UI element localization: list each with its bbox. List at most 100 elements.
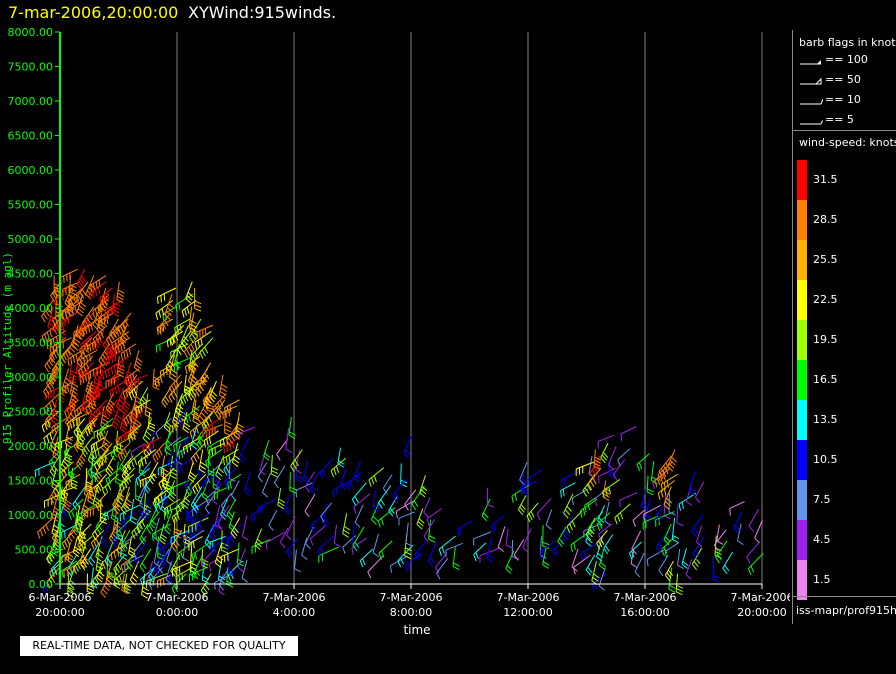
wind-barb	[231, 480, 240, 501]
wind-barb	[133, 349, 143, 373]
wind-barb	[109, 318, 120, 340]
wind-barb	[377, 507, 396, 528]
wind-barb	[259, 451, 266, 476]
wind-barb	[614, 503, 631, 525]
wind-barb	[77, 355, 94, 378]
wind-barb	[168, 417, 187, 435]
wind-barb	[117, 312, 132, 336]
wind-barb	[268, 509, 278, 531]
wind-barb	[668, 492, 676, 516]
wind-barb	[241, 515, 249, 541]
wind-barb	[423, 519, 435, 543]
wind-barb	[279, 527, 289, 548]
y-tick-label: 6000.00	[8, 164, 54, 177]
wind-barb	[220, 548, 240, 564]
colorbar-label: 19.5	[813, 333, 838, 346]
wind-barb	[715, 540, 728, 564]
wind-barb	[127, 374, 148, 390]
wind-barb	[196, 511, 211, 533]
x-tick-label: 12:00:00	[503, 606, 552, 619]
wind-barb	[748, 508, 760, 532]
wind-barb	[156, 337, 176, 353]
wind-barb	[388, 496, 398, 517]
wind-barb	[139, 473, 156, 488]
wind-barb	[642, 515, 659, 530]
wind-barb	[175, 567, 193, 584]
wind-barb	[155, 492, 173, 513]
wind-barb	[643, 504, 662, 522]
wind-barb	[542, 547, 550, 569]
wind-barb	[120, 343, 137, 361]
barb-flag-label: == 100	[825, 53, 868, 66]
wind-barb	[283, 494, 292, 515]
barb-flag-label: == 5	[825, 113, 854, 126]
wind-barb	[43, 393, 60, 415]
wind-barb	[105, 393, 116, 414]
y-axis-label: 915 Profiler Altitude (m agl)	[1, 252, 14, 444]
wind-barb	[302, 460, 311, 484]
wind-barb	[607, 446, 617, 471]
wind-barb	[72, 411, 91, 428]
wind-barb	[309, 469, 321, 495]
wind-barb	[473, 542, 487, 562]
wind-barb	[604, 501, 611, 526]
wind-barb	[81, 393, 90, 414]
wind-barb	[575, 461, 595, 476]
wind-barb	[667, 449, 677, 472]
wind-barb	[157, 287, 177, 304]
wind-barb	[76, 294, 86, 317]
wind-barb	[65, 542, 74, 564]
wind-barb	[322, 503, 330, 528]
wind-barb	[250, 506, 266, 523]
wind-barb	[587, 467, 602, 490]
wind-barb	[603, 534, 614, 555]
wind-barb	[397, 544, 414, 568]
wind-barb	[175, 293, 194, 312]
wind-barb	[571, 548, 579, 572]
wind-barb	[597, 434, 615, 449]
wind-barb	[148, 461, 159, 485]
wind-barb	[142, 418, 153, 444]
wind-barb	[228, 461, 236, 482]
wind-barb	[436, 557, 449, 580]
wind-barb	[617, 448, 631, 467]
wind-barb	[95, 548, 104, 574]
wind-barb	[109, 380, 126, 398]
wind-barb	[128, 536, 136, 558]
wind-barb	[566, 510, 583, 534]
wind-barb	[214, 505, 222, 530]
wind-barb	[663, 523, 672, 546]
wind-barb	[257, 462, 268, 483]
wind-barb	[438, 535, 456, 556]
barb-flag-icon	[800, 120, 823, 125]
wind-barb	[557, 526, 567, 547]
wind-barb	[159, 523, 168, 545]
wind-barb	[194, 287, 202, 312]
wind-barb	[169, 480, 190, 496]
wind-barb	[414, 541, 427, 561]
wind-barb	[95, 473, 107, 494]
wind-barb	[319, 458, 334, 480]
wind-barb	[224, 412, 232, 437]
wind-barb	[254, 528, 263, 551]
colorbar-swatch	[797, 480, 807, 520]
wind-barb	[168, 380, 183, 403]
wind-barb	[96, 561, 105, 583]
wind-barb	[631, 530, 642, 555]
wind-barb	[646, 475, 654, 496]
wind-barb	[598, 467, 616, 484]
legend-divider	[793, 596, 896, 597]
wind-barb	[87, 455, 102, 479]
wind-barb	[536, 498, 552, 521]
wind-barb	[152, 442, 165, 463]
wind-barb	[692, 536, 705, 560]
colorbar-label: 1.5	[813, 573, 831, 586]
wind-barb	[372, 533, 380, 558]
wind-barb	[169, 374, 182, 395]
wind-barb	[664, 542, 680, 559]
wind-barb	[100, 573, 111, 598]
wind-barb	[104, 504, 120, 522]
wind-barb	[177, 542, 194, 561]
wind-barb	[189, 318, 202, 344]
wind-barb	[100, 405, 109, 430]
